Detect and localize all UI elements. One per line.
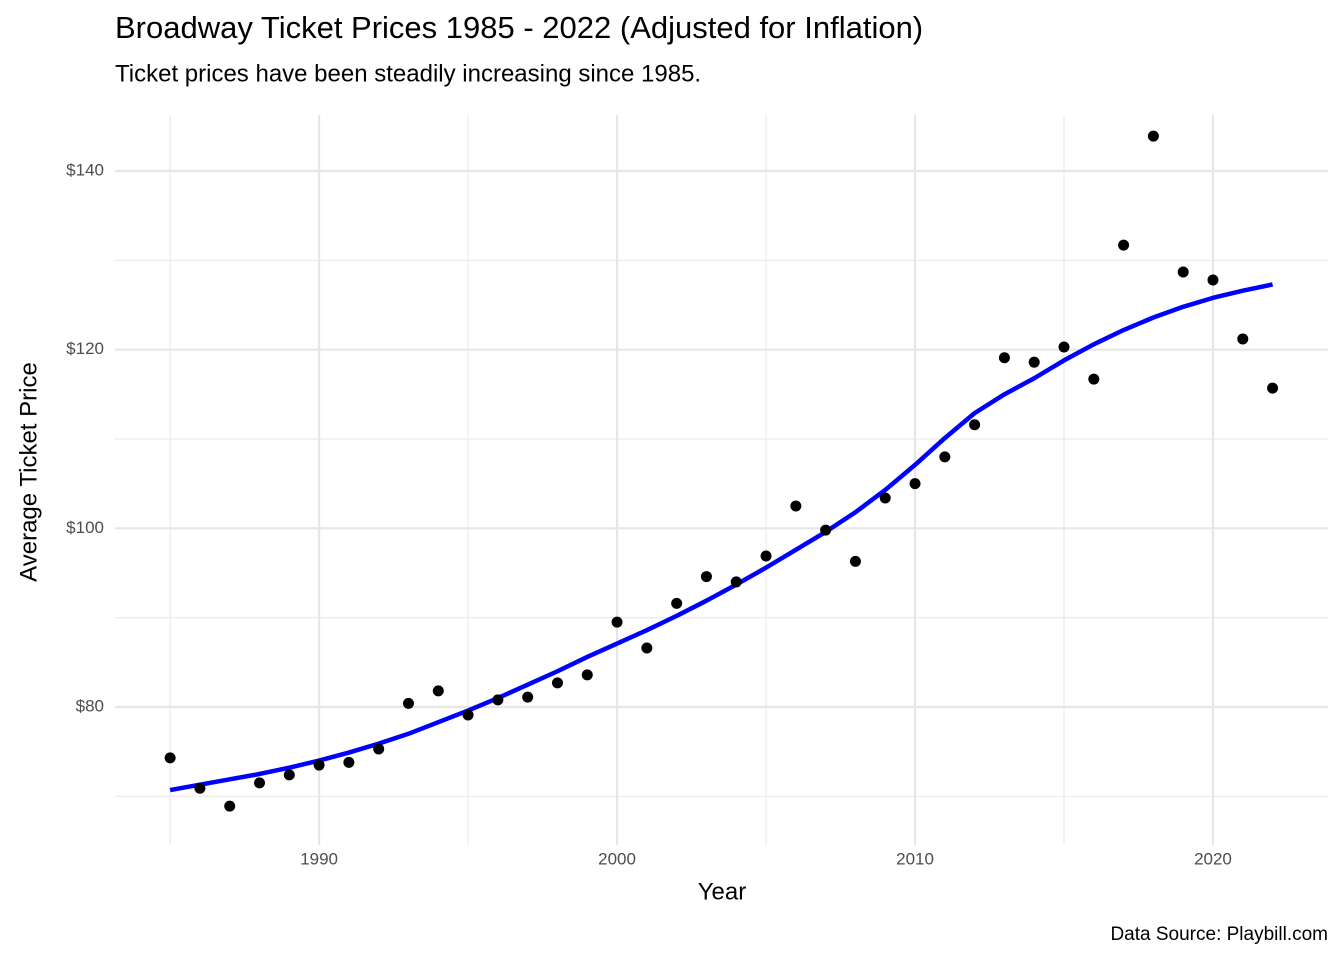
- data-point: [581, 669, 593, 681]
- data-point: [1267, 382, 1279, 394]
- data-point: [402, 697, 414, 709]
- data-point: [373, 743, 385, 755]
- caption: Data Source: Playbill.com: [1110, 924, 1328, 945]
- chart-title: Broadway Ticket Prices 1985 - 2022 (Adju…: [115, 10, 923, 45]
- data-point: [909, 478, 921, 490]
- data-point: [820, 524, 832, 536]
- data-point: [1028, 356, 1040, 368]
- data-point: [671, 597, 683, 609]
- data-point: [164, 752, 176, 764]
- data-point: [760, 550, 772, 562]
- y-axis-label: Average Ticket Price: [15, 362, 42, 582]
- data-point: [730, 576, 742, 588]
- data-point: [224, 800, 236, 812]
- y-tick-label: $120: [66, 339, 104, 358]
- data-point: [700, 571, 712, 583]
- trend-line: [169, 282, 1274, 793]
- data-point: [551, 677, 563, 689]
- y-tick-label: $140: [66, 160, 104, 179]
- data-point: [492, 694, 504, 706]
- data-point: [1147, 130, 1159, 142]
- data-point: [1207, 274, 1219, 286]
- x-tick-label: 2010: [896, 849, 934, 868]
- data-point: [879, 492, 891, 504]
- data-point: [969, 419, 981, 431]
- data-point: [641, 642, 653, 654]
- chart-subtitle: Ticket prices have been steadily increas…: [115, 60, 701, 87]
- data-point: [254, 777, 266, 789]
- data-point: [522, 691, 534, 703]
- data-point: [194, 782, 206, 794]
- data-point: [939, 451, 951, 463]
- data-point: [283, 769, 295, 781]
- x-tick-label: 2020: [1194, 849, 1232, 868]
- data-point: [432, 685, 444, 697]
- data-point: [1118, 239, 1130, 251]
- x-tick-label: 1990: [300, 849, 338, 868]
- x-axis-label: Year: [698, 878, 747, 905]
- data-point: [1237, 333, 1249, 345]
- data-point: [611, 616, 623, 628]
- data-point: [790, 500, 802, 512]
- data-point: [462, 709, 474, 721]
- data-point: [998, 352, 1010, 364]
- x-tick-label: 2000: [598, 849, 636, 868]
- data-point: [849, 555, 861, 567]
- data-point: [313, 759, 325, 771]
- y-tick-label: $100: [66, 518, 104, 537]
- data-point: [1177, 266, 1189, 278]
- data-point: [343, 756, 355, 768]
- data-point: [1058, 341, 1070, 353]
- y-tick-label: $80: [76, 696, 104, 715]
- data-point: [1088, 373, 1100, 385]
